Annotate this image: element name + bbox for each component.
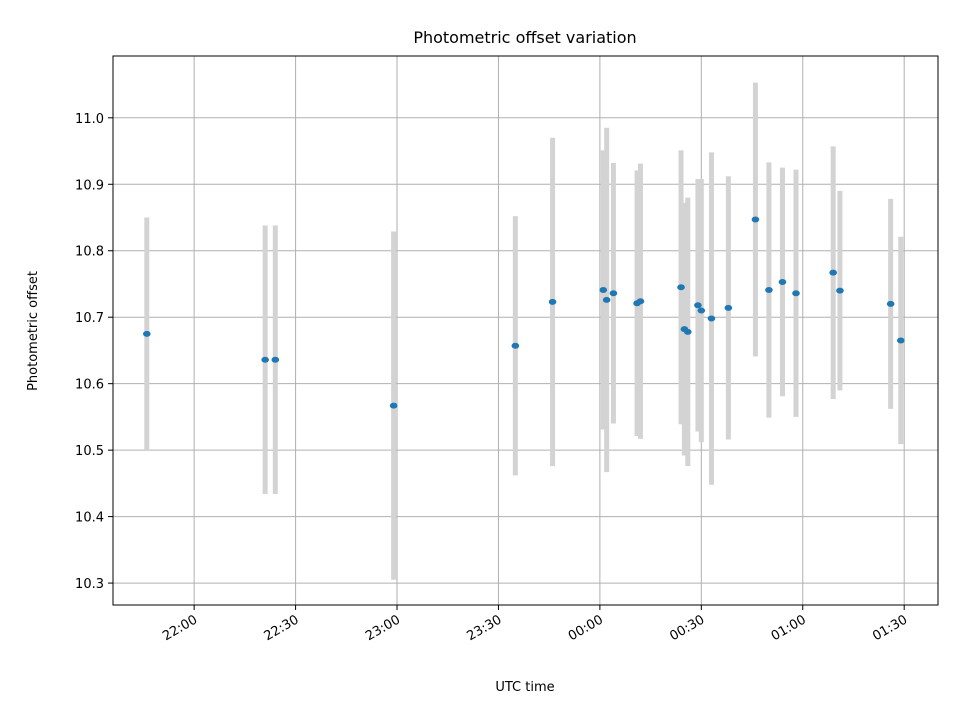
data-point bbox=[829, 269, 837, 276]
data-point bbox=[609, 290, 618, 297]
y-tick-label: 10.7 bbox=[75, 311, 104, 326]
data-point bbox=[724, 304, 733, 311]
chart-title: Photometric offset variation bbox=[413, 28, 636, 47]
data-point bbox=[765, 286, 773, 293]
data-point bbox=[707, 315, 716, 322]
y-axis-ticks: 10.3 10.4 10.5 10.6 10.7 10.8 10.9 11.0 bbox=[75, 112, 113, 592]
data-point bbox=[599, 286, 608, 293]
data-point bbox=[886, 300, 895, 307]
data-point bbox=[694, 302, 702, 309]
data-point bbox=[778, 278, 787, 285]
y-tick-label: 10.9 bbox=[75, 178, 104, 193]
data-point bbox=[511, 342, 520, 349]
data-point bbox=[697, 307, 706, 314]
data-point bbox=[677, 284, 685, 291]
data-point bbox=[548, 298, 557, 305]
y-tick-label: 10.4 bbox=[75, 511, 104, 526]
y-tick-label: 10.3 bbox=[75, 577, 104, 592]
data-point bbox=[792, 290, 800, 297]
y-tick-label: 10.6 bbox=[75, 378, 104, 393]
data-point bbox=[261, 356, 269, 363]
data-point bbox=[271, 356, 280, 363]
y-tick-label: 10.8 bbox=[75, 245, 104, 260]
data-point bbox=[602, 296, 611, 303]
y-tick-label: 11.0 bbox=[75, 112, 104, 127]
data-point bbox=[636, 298, 645, 305]
y-tick-label: 10.5 bbox=[75, 444, 104, 459]
x-axis-label: UTC time bbox=[495, 680, 554, 695]
data-point bbox=[683, 328, 692, 335]
data-point bbox=[836, 287, 844, 294]
data-point bbox=[143, 330, 151, 337]
data-point bbox=[751, 216, 760, 223]
data-point bbox=[897, 337, 905, 344]
data-point bbox=[389, 402, 398, 409]
y-axis-label: Photometric offset bbox=[26, 271, 41, 391]
plot-area-frame bbox=[112, 55, 939, 606]
data-points bbox=[143, 216, 905, 409]
